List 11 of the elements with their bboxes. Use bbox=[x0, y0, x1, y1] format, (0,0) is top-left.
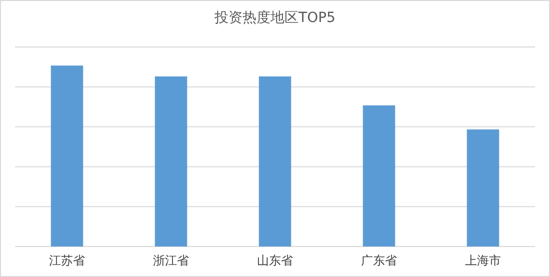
bar bbox=[154, 76, 188, 246]
x-tick-label: 广东省 bbox=[361, 254, 397, 268]
bar bbox=[362, 105, 396, 246]
chart-title: 投资热度地区TOP5 bbox=[214, 10, 336, 26]
bar bbox=[258, 76, 292, 246]
bar bbox=[50, 66, 84, 246]
x-tick-label: 上海市 bbox=[465, 254, 501, 268]
x-tick-label: 山东省 bbox=[257, 254, 293, 268]
x-tick-label: 浙江省 bbox=[153, 254, 189, 268]
x-tick-label: 江苏省 bbox=[49, 254, 85, 268]
bar bbox=[466, 129, 500, 246]
